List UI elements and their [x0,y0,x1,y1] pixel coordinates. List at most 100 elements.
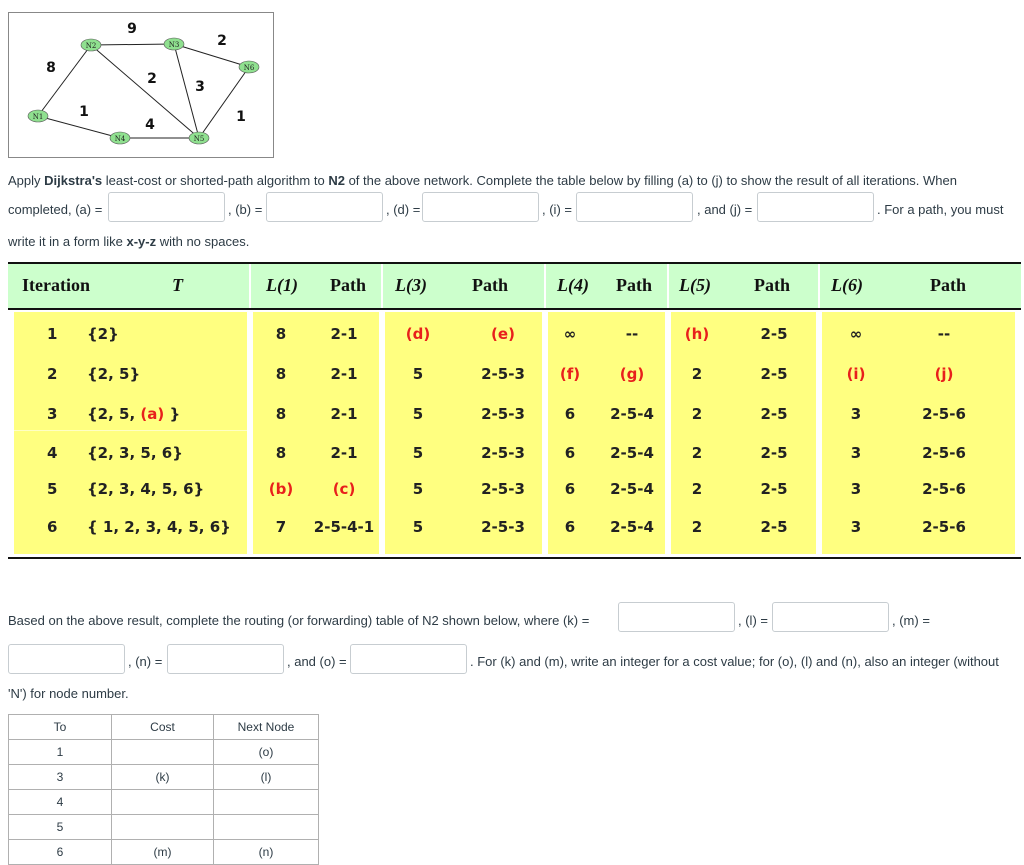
cell-t: {2} [87,325,119,343]
answer-j-input[interactable] [757,192,874,222]
routing-cell-to: 1 [8,739,112,765]
cell-l1: 8 [275,405,287,423]
header-iteration: Iteration [22,275,90,295]
row-divider [14,430,247,431]
answer-k-input[interactable] [618,602,735,632]
cell-l6: 3 [850,518,862,536]
cell-it: 4 [47,444,58,462]
question1-line1: Apply Dijkstra's least-cost or shorted-p… [8,173,957,188]
routing-row: 4 [8,789,319,815]
routing-cell-to: 5 [8,814,112,840]
cell-l4: 6 [564,480,576,498]
header-t: T [172,275,183,295]
cell-p5: 2-5 [760,444,788,462]
label-m: , (m) = [892,613,930,628]
header-path3: Path [472,275,508,295]
table-header-bg [251,264,381,308]
routing-cell-to: 3 [8,764,112,790]
cell-l5: 2 [691,444,703,462]
cell-l1: 8 [275,325,287,343]
cell-p1: 2-1 [330,325,358,343]
table-header-bg [669,264,818,308]
routing-header-cost: Cost [111,714,214,740]
answer-d-input[interactable] [422,192,539,222]
cell-p6: 2-5-6 [922,444,966,462]
cell-p4: -- [625,325,639,343]
question2-tail: . For (k) and (m), write an integer for … [470,654,999,669]
cell-p4: (g) [619,365,645,383]
cell-p6: 2-5-6 [922,405,966,423]
cell-l6: 3 [850,444,862,462]
cell-t: {2, 5, (a) } [87,405,181,423]
answer-i-input[interactable] [576,192,693,222]
cell-it: 6 [47,518,58,536]
cell-p3: (e) [491,325,515,343]
header-l1: L(1) [266,275,298,295]
header-l3: L(3) [395,275,427,295]
routing-row: 1 (o) [8,739,319,765]
cell-p1: 2-1 [330,444,358,462]
cell-l4: 6 [564,518,576,536]
header-path6: Path [930,275,966,295]
cell-l6: ∞ [849,325,863,343]
network-graph-svg: N1 N2 N3 N4 N5 N6 9 8 2 2 3 1 4 1 [27,21,260,145]
cell-p1: 2-5-4-1 [313,518,375,536]
cell-l5: 2 [691,518,703,536]
cell-p1: (c) [332,480,356,498]
node-n5 [188,131,210,145]
cell-l6: 3 [850,480,862,498]
cell-l3: 5 [412,518,424,536]
table-header-rule [8,308,1021,310]
cell-p3: 2-5-3 [481,480,525,498]
cell-l5: 2 [691,405,703,423]
table-header-bg [820,264,1021,308]
cell-it: 3 [47,405,58,423]
label-b: , (b) = [228,202,263,217]
routing-cell-next: (n) [213,839,319,865]
node-label: N6 [244,64,255,72]
answer-m-input[interactable] [8,644,125,674]
label-d: , (d) = [386,202,421,217]
answer-n-input[interactable] [167,644,284,674]
answer-a-input[interactable] [108,192,225,222]
cell-l3: 5 [412,365,424,383]
cell-l1: 8 [275,365,287,383]
routing-row: 5 [8,814,319,840]
routing-cell-cost [111,739,214,765]
table-body-bg [822,312,1015,554]
cell-l6: (i) [846,365,866,383]
cell-p5: 2-5 [760,518,788,536]
cell-p5: 2-5 [760,405,788,423]
cell-l1: 7 [275,518,287,536]
answer-l-input[interactable] [772,602,889,632]
edge-weight: 2 [147,71,157,87]
edge-weight: 3 [195,79,205,95]
routing-cell-cost: (m) [111,839,214,865]
node-n4 [109,131,131,145]
answer-o-input[interactable] [350,644,467,674]
table-body-bg [385,312,542,554]
routing-cell-cost: (k) [111,764,214,790]
header-l6: L(6) [831,275,863,295]
table-header-bg [383,264,544,308]
label-l: , (l) = [738,613,768,628]
header-path1: Path [330,275,366,295]
node-label: N2 [86,42,97,50]
node-label: N1 [33,113,44,121]
node-label: N5 [194,135,205,143]
cell-t: {2, 3, 5, 6} [87,444,183,462]
cell-p5: 2-5 [760,480,788,498]
routing-cell-next [213,814,319,840]
cell-l3: 5 [412,480,424,498]
routing-cell-cost [111,789,214,815]
question2-line3: 'N') for node number. [8,686,129,701]
cell-l4: (f) [559,365,581,383]
table-body-bg [548,312,665,554]
edge-weight: 2 [217,33,227,49]
routing-cell-to: 6 [8,839,112,865]
label-i: , (i) = [542,202,572,217]
routing-cell-next: (o) [213,739,319,765]
cell-l3: (d) [405,325,431,343]
question2-line1: Based on the above result, complete the … [8,613,590,628]
answer-b-input[interactable] [266,192,383,222]
